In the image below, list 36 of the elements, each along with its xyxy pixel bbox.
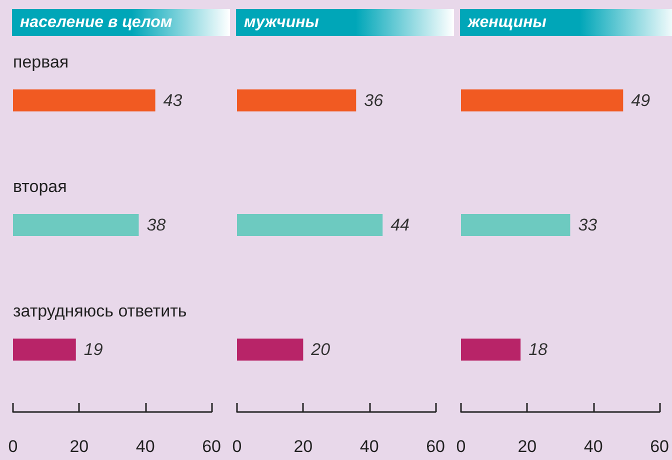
data-label: 49 [631,90,651,110]
x-tick-label: 60 [202,437,222,456]
bar [13,338,76,361]
x-tick-label: 40 [584,437,603,456]
y-tick-label: затрудняюсь ответить [13,302,187,321]
data-label: 38 [146,216,166,234]
chart-title: население в целом [12,9,230,36]
x-tick-label: 40 [136,437,155,456]
data-label: 43 [163,90,183,110]
x-tick-label: 0 [8,437,18,456]
chart-title: женщины [460,9,672,36]
bar [237,214,383,236]
x-tick-label: 0 [232,437,242,456]
bar [237,89,356,112]
bar [237,338,304,361]
data-label: 33 [578,216,598,234]
x-tick-label: 20 [518,437,537,456]
bar [461,338,521,361]
x-tick-label: 0 [456,437,466,456]
y-tick-label: первая [13,52,69,72]
bar [13,214,139,236]
bar [13,89,156,112]
bar [461,89,624,112]
data-label: 20 [310,340,331,360]
x-tick-label: 40 [360,437,379,456]
x-tick-label: 20 [294,437,313,456]
data-label: 44 [390,216,410,234]
chart-title: мужчины [236,9,454,36]
data-label: 19 [84,340,104,360]
y-tick-label: вторая [13,177,67,196]
x-tick-label: 60 [426,437,446,456]
x-tick-label: 20 [70,437,89,456]
bar [461,214,570,236]
data-label: 36 [364,90,384,110]
data-label: 18 [528,340,548,360]
x-tick-label: 60 [650,437,670,456]
